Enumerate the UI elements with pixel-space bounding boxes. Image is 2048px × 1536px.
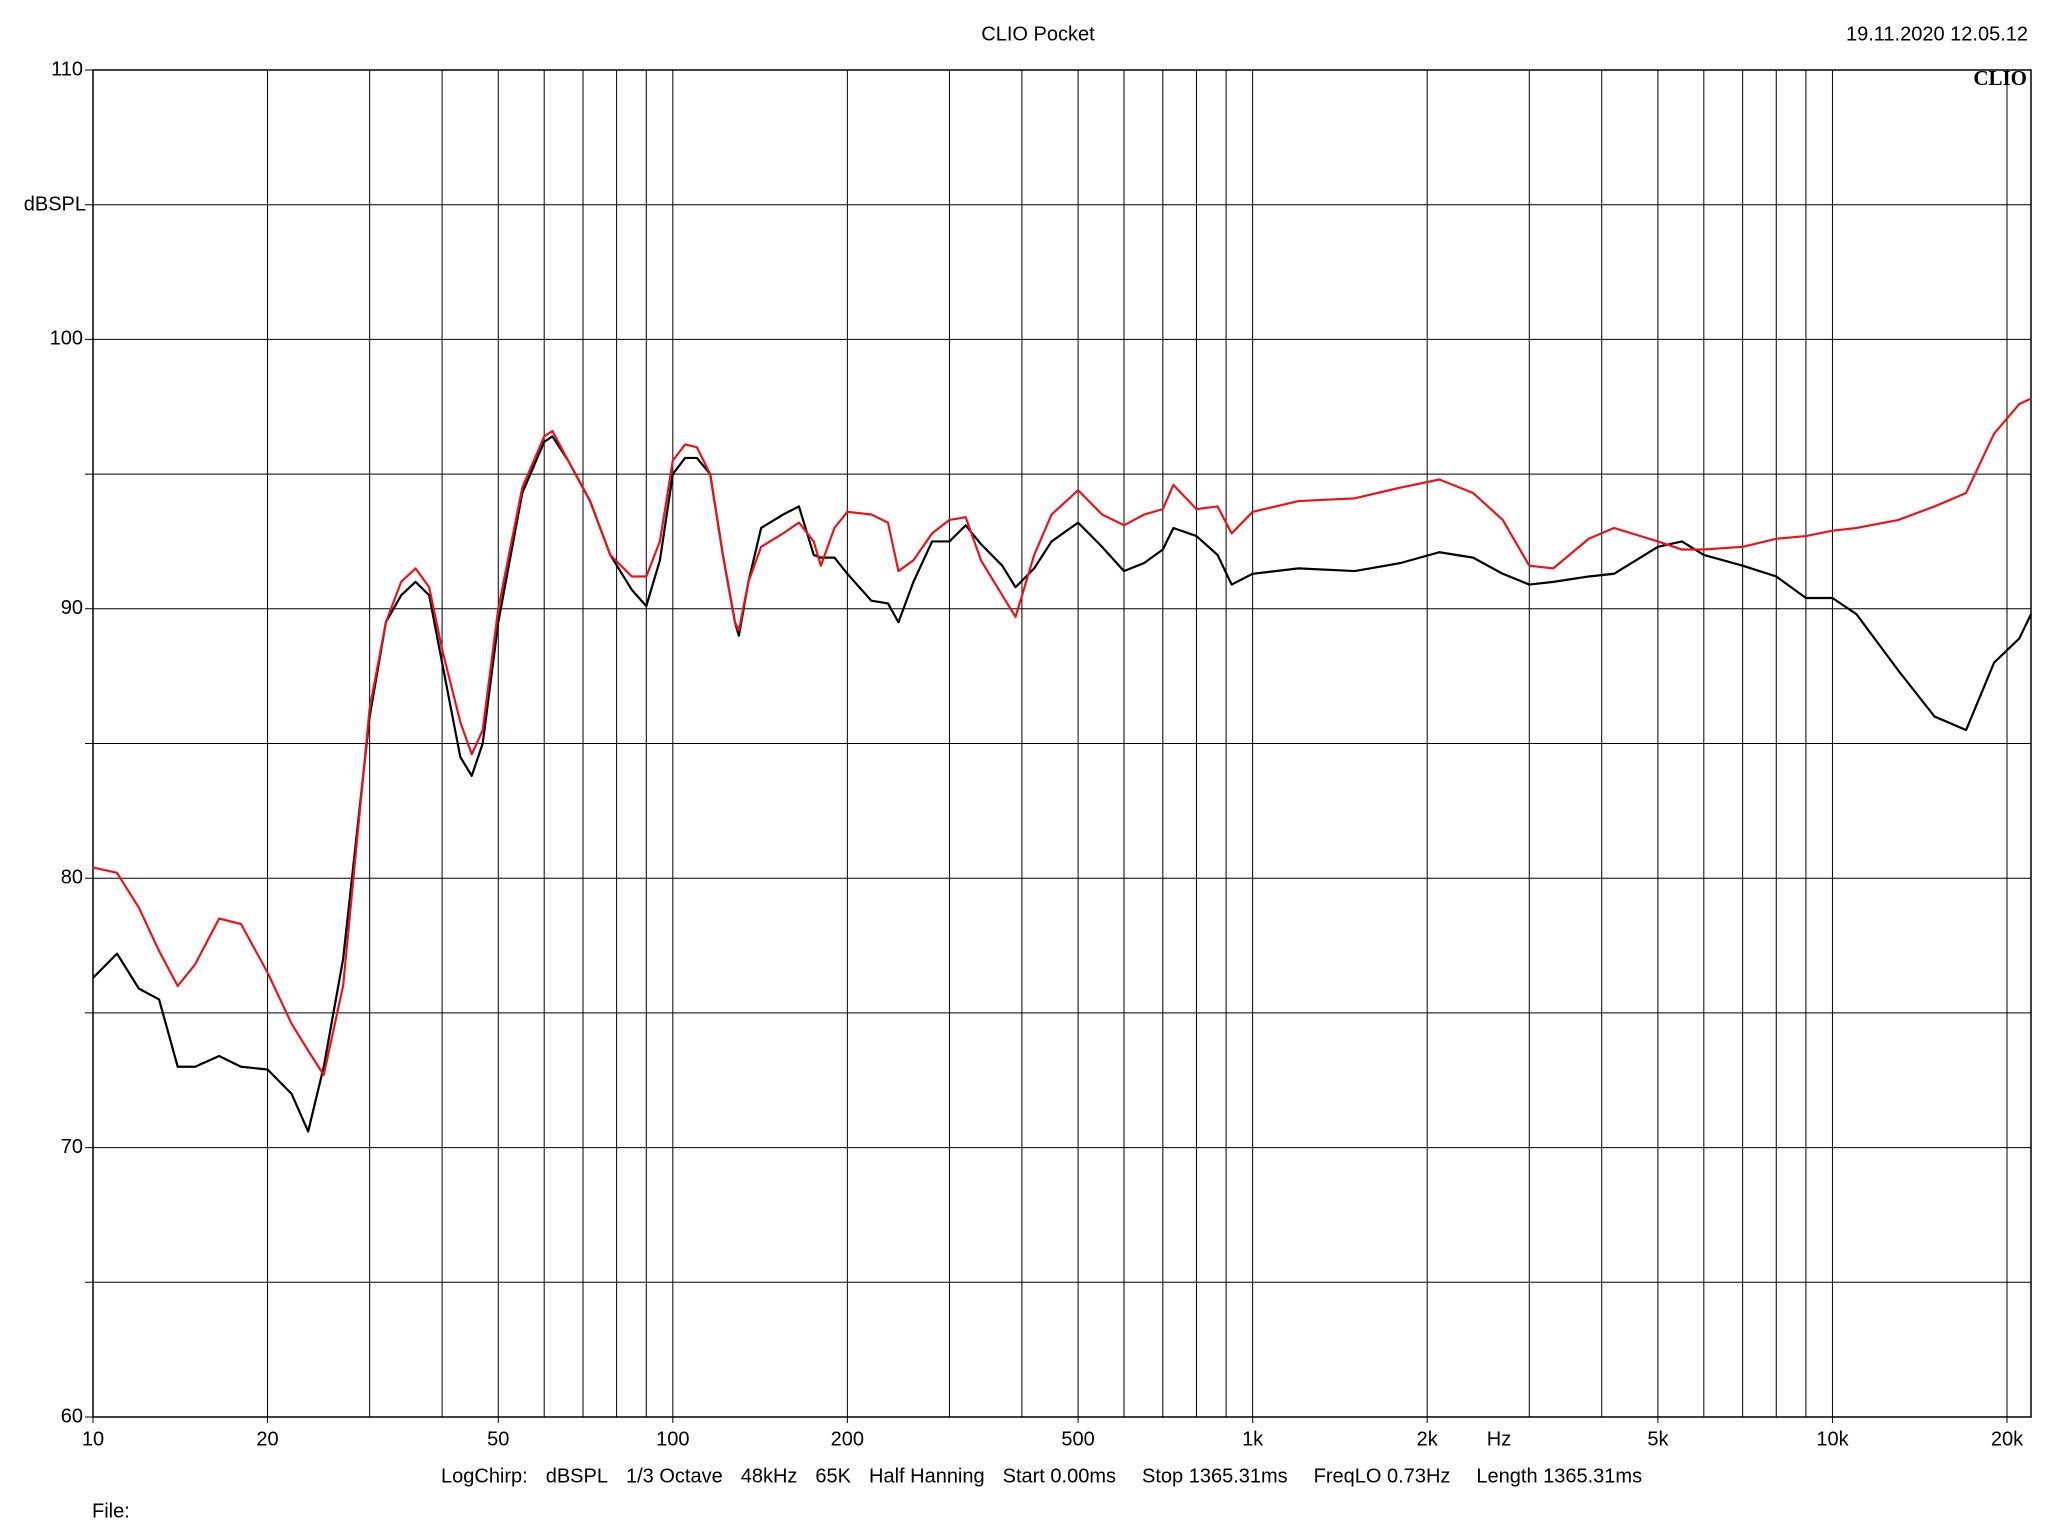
series-line <box>92 397 2032 1076</box>
x-tick-label: 500 <box>1061 1428 1094 1450</box>
y-tick-label: 70 <box>61 1136 83 1158</box>
x-tick-label: 10k <box>1816 1428 1849 1450</box>
measurement-info: Length 1365.31ms <box>1476 1465 1642 1487</box>
measurement-info: 48kHz <box>741 1465 798 1487</box>
timestamp: 19.11.2020 12.05.12 <box>1846 23 2028 45</box>
measurement-info: 65K <box>815 1465 851 1487</box>
x-axis-label: Hz <box>1487 1428 1511 1450</box>
plot-frame <box>92 69 2032 1418</box>
x-tick-label: 100 <box>656 1428 689 1450</box>
x-tick-label: 10 <box>82 1428 104 1450</box>
x-tick-label: 50 <box>487 1428 509 1450</box>
y-axis-label: dBSPL <box>24 193 86 215</box>
file-label: File: <box>92 1500 130 1522</box>
measurement-info: dBSPL <box>546 1465 608 1487</box>
y-tick-label: 110 <box>51 58 83 80</box>
y-tick-label: 80 <box>61 866 83 888</box>
x-tick-label: 1k <box>1242 1428 1264 1450</box>
measurement-info: LogChirp: <box>441 1465 528 1487</box>
chart-title: CLIO Pocket <box>981 23 1095 45</box>
x-tick-label: 20k <box>1991 1428 2024 1450</box>
x-tick-label: 200 <box>831 1428 864 1450</box>
x-tick-label: 2k <box>1417 1428 1439 1450</box>
measurement-info: 1/3 Octave <box>626 1465 723 1487</box>
measurement-info: Half Hanning <box>869 1465 985 1487</box>
y-tick-label: 60 <box>61 1405 83 1427</box>
measurement-info: Start 0.00ms <box>1003 1465 1116 1487</box>
series-line <box>92 435 2032 1133</box>
y-tick-label: 100 <box>50 328 83 350</box>
measurement-info: FreqLO 0.73Hz <box>1314 1465 1451 1487</box>
measurement-info: Stop 1365.31ms <box>1142 1465 1288 1487</box>
x-tick-label: 5k <box>1647 1428 1669 1450</box>
x-tick-label: 20 <box>256 1428 278 1450</box>
y-tick-label: 90 <box>61 597 83 619</box>
